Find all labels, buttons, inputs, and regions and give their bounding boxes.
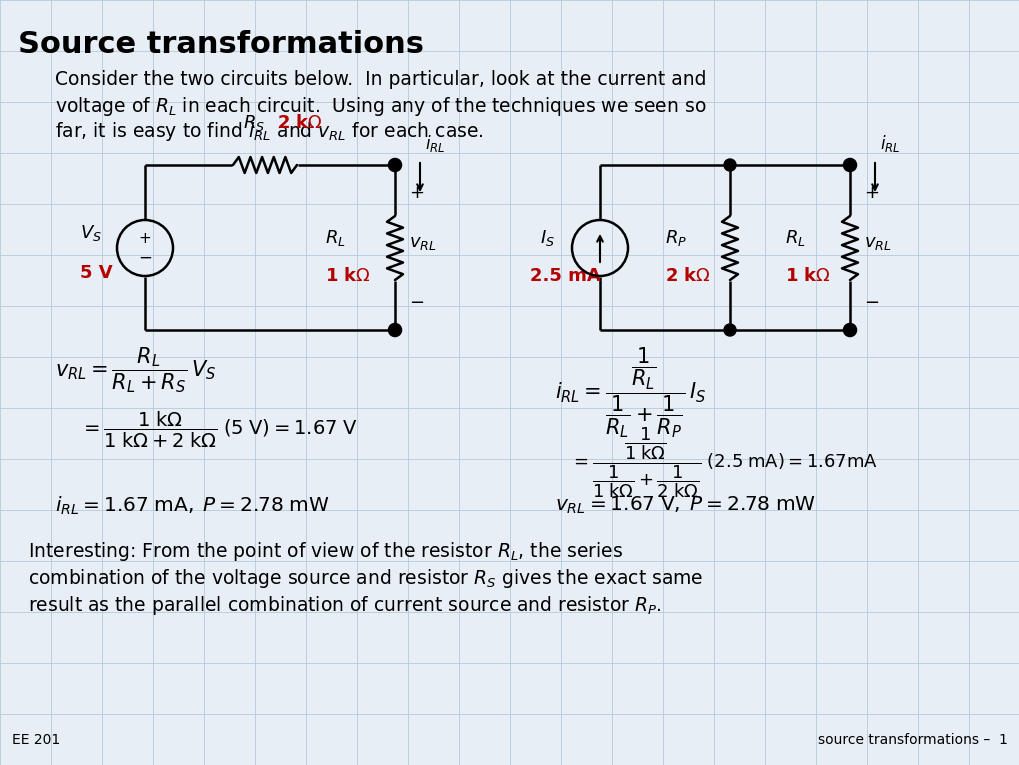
Text: 5 V: 5 V — [79, 264, 112, 282]
Text: $R_S$: $R_S$ — [243, 113, 265, 133]
Circle shape — [388, 324, 400, 336]
Text: $= \dfrac{1\;\mathrm{k\Omega}}{1\;\mathrm{k\Omega} + 2\;\mathrm{k\Omega}}\;(5\;\: $= \dfrac{1\;\mathrm{k\Omega}}{1\;\mathr… — [79, 410, 357, 450]
Text: −: − — [863, 294, 878, 312]
Text: 2.5 mA: 2.5 mA — [530, 267, 600, 285]
Text: Interesting: From the point of view of the resistor $R_L$, the series: Interesting: From the point of view of t… — [28, 540, 623, 563]
Circle shape — [723, 324, 736, 336]
Text: $v_{RL}$: $v_{RL}$ — [863, 234, 891, 252]
Circle shape — [843, 159, 855, 171]
Text: $R_L$: $R_L$ — [785, 228, 805, 248]
Text: $R_P$: $R_P$ — [664, 228, 687, 248]
Text: $v_{RL} = \dfrac{R_L}{R_L + R_S}\, V_S$: $v_{RL} = \dfrac{R_L}{R_L + R_S}\, V_S$ — [55, 345, 216, 395]
Text: $i_{RL} = \dfrac{\dfrac{1}{R_L}}{\dfrac{1}{R_L} + \dfrac{1}{R_P}}\, I_S$: $i_{RL} = \dfrac{\dfrac{1}{R_L}}{\dfrac{… — [554, 345, 705, 440]
Text: source transformations –  1: source transformations – 1 — [817, 733, 1007, 747]
Text: $= \dfrac{\dfrac{1}{1\;\mathrm{k\Omega}}}{\dfrac{1}{1\;\mathrm{k\Omega}} + \dfra: $= \dfrac{\dfrac{1}{1\;\mathrm{k\Omega}}… — [570, 425, 877, 500]
Text: result as the parallel combination of current source and resistor $R_P$.: result as the parallel combination of cu… — [28, 594, 661, 617]
Text: $i_{RL}$: $i_{RL}$ — [879, 132, 900, 154]
Text: $R_L$: $R_L$ — [325, 228, 345, 248]
Text: far, it is easy to find $i_{RL}$ and $v_{RL}$ for each case.: far, it is easy to find $i_{RL}$ and $v_… — [55, 120, 483, 143]
Text: +: + — [139, 230, 151, 246]
Text: $i_{RL} = 1.67\;\mathrm{mA},\; P = 2.78\;\mathrm{mW}$: $i_{RL} = 1.67\;\mathrm{mA},\; P = 2.78\… — [55, 495, 329, 517]
Circle shape — [723, 159, 736, 171]
Text: +: + — [409, 184, 424, 202]
Text: $v_{RL}$: $v_{RL}$ — [409, 234, 436, 252]
Text: +: + — [863, 184, 878, 202]
Circle shape — [388, 159, 400, 171]
Circle shape — [843, 324, 855, 336]
Text: 2 k$\Omega$: 2 k$\Omega$ — [664, 267, 710, 285]
Text: −: − — [409, 294, 424, 312]
Text: Source transformations: Source transformations — [18, 30, 424, 59]
Text: $I_S$: $I_S$ — [539, 228, 554, 248]
Text: −: − — [138, 249, 152, 267]
Text: 1 k$\Omega$: 1 k$\Omega$ — [785, 267, 829, 285]
Text: 1 k$\Omega$: 1 k$\Omega$ — [325, 267, 370, 285]
Text: $i_{RL}$: $i_{RL}$ — [425, 132, 445, 154]
Text: Consider the two circuits below.  In particular, look at the current and: Consider the two circuits below. In part… — [55, 70, 706, 89]
Text: voltage of $R_L$ in each circuit.  Using any of the techniques we seen so: voltage of $R_L$ in each circuit. Using … — [55, 95, 706, 118]
Text: 2 k$\Omega$: 2 k$\Omega$ — [277, 114, 322, 132]
Text: $v_{RL} = 1.67\;\mathrm{V},\; P = 2.78\;\mathrm{mW}$: $v_{RL} = 1.67\;\mathrm{V},\; P = 2.78\;… — [554, 495, 815, 516]
Text: combination of the voltage source and resistor $R_S$ gives the exact same: combination of the voltage source and re… — [28, 567, 703, 590]
Text: EE 201: EE 201 — [12, 733, 60, 747]
Text: $V_S$: $V_S$ — [79, 223, 102, 243]
